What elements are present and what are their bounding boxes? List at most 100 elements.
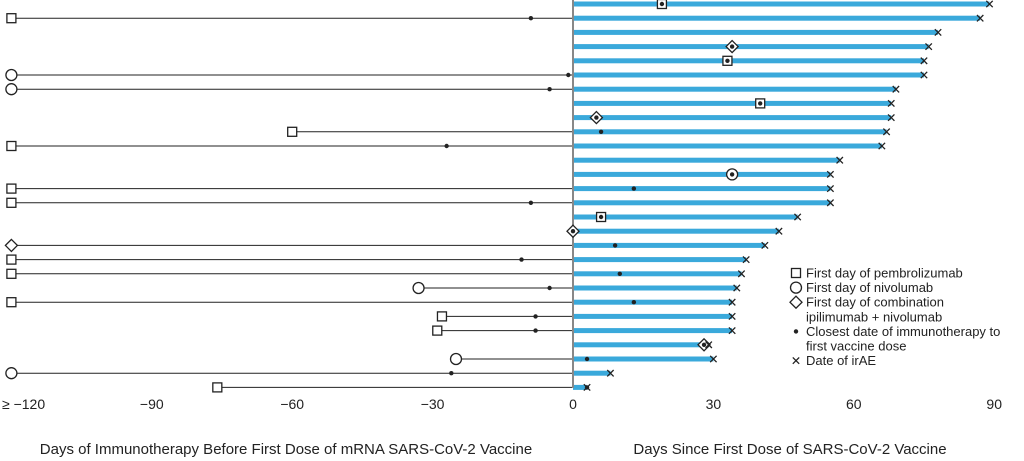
legend-label: First day of pembrolizumab (806, 266, 963, 281)
closest-dose-dot (617, 271, 622, 276)
irae-bar (573, 143, 882, 149)
start-marker-circle (5, 83, 18, 96)
start-marker-square (436, 311, 448, 322)
irae-x-marker-stroke-b (826, 184, 835, 193)
irae-x-marker (737, 270, 746, 278)
right-axis-label: Days Since First Dose of SARS-CoV-2 Vacc… (633, 441, 946, 458)
irae-x-marker (826, 184, 835, 193)
irae-bar (573, 384, 588, 390)
irae-x-marker-stroke-b (793, 213, 802, 221)
x-tick-label: −30 (421, 396, 445, 412)
irae-x-marker-stroke-b (920, 71, 928, 79)
closest-dose-dot (449, 371, 454, 376)
legend-marker-square (790, 267, 802, 279)
legend-marker-x-stroke-b (792, 356, 800, 365)
start-marker-square (6, 183, 17, 194)
patient-rows (11, 1, 990, 390)
irae-x-marker (728, 326, 736, 335)
irae-bar (573, 1, 990, 7)
irae-bar (573, 186, 831, 192)
start-marker-circle (412, 281, 425, 295)
x-tick-label: 60 (846, 396, 862, 412)
irae-x-marker-stroke-b (728, 326, 736, 335)
start-marker-square (6, 297, 17, 308)
start-marker-square (6, 268, 17, 279)
irae-x-marker (606, 369, 615, 377)
legend-label: First day of nivolumab (806, 280, 933, 295)
irae-x-marker-stroke-b (826, 199, 835, 207)
legend-label: ipilimumab + nivolumab (806, 309, 942, 324)
irae-x-marker (878, 142, 886, 150)
closest-dose-dot (519, 257, 524, 262)
irae-x-marker-stroke-b (705, 341, 713, 349)
closest-dose-dot (594, 115, 599, 120)
irae-x-marker (583, 383, 591, 392)
legend-label: First day of combination (806, 295, 944, 310)
irae-bar (573, 100, 892, 106)
irae-bar (573, 200, 831, 206)
irae-x-marker-stroke-b (728, 312, 736, 321)
irae-x-marker-stroke-b (606, 369, 615, 377)
irae-x-marker (925, 42, 933, 51)
irae-bar (573, 15, 981, 21)
irae-x-marker (920, 57, 928, 65)
irae-x-marker-stroke-b (709, 355, 718, 363)
irae-x-marker-stroke-b (737, 270, 746, 278)
irae-x-marker-stroke-b (892, 85, 900, 93)
legend-label: Date of irAE (806, 353, 876, 368)
patient-markers (4, 0, 994, 393)
irae-x-marker-stroke-b (887, 99, 895, 108)
irae-x-marker (976, 14, 984, 22)
irae-x-marker-stroke-b (925, 42, 933, 51)
irae-bar (573, 214, 798, 220)
closest-dose-dot (528, 16, 534, 21)
closest-dose-dot (533, 328, 538, 333)
irae-bar (573, 72, 924, 78)
closest-dose-dot (725, 58, 730, 63)
irae-x-marker-stroke-b (733, 284, 741, 292)
irae-x-marker-stroke-b (761, 241, 769, 250)
irae-bar (573, 299, 733, 305)
closest-dose-dot (547, 285, 552, 291)
irae-x-marker (705, 341, 713, 349)
legend-marker-x (792, 356, 800, 365)
start-marker-square (212, 382, 223, 393)
irae-bar (573, 356, 714, 362)
irae-x-marker (887, 99, 895, 108)
left-axis-label: Days of Immunotherapy Before First Dose … (40, 441, 532, 458)
irae-bar (573, 285, 737, 291)
irae-x-marker-stroke-b (775, 227, 783, 235)
start-marker-diamond (4, 238, 19, 253)
irae-x-marker-stroke-b (985, 0, 994, 8)
closest-dose-dot (659, 1, 665, 7)
irae-bar (573, 242, 765, 248)
x-tick-label: 0 (569, 396, 577, 412)
irae-x-marker-stroke-b (836, 156, 844, 164)
irae-bar (573, 58, 924, 64)
irae-x-marker (733, 284, 741, 292)
legend-marker-circle (789, 281, 803, 294)
irae-x-marker (728, 298, 736, 306)
irae-x-marker-stroke-b (826, 170, 835, 179)
closest-dose-dot (528, 200, 534, 205)
irae-bar (573, 129, 887, 135)
irae-x-marker (920, 71, 928, 79)
irae-x-marker-stroke-b (882, 128, 891, 136)
closest-dose-dot (631, 186, 637, 191)
start-marker-circle (5, 367, 18, 380)
closest-dose-dot (598, 214, 604, 220)
start-marker-square (6, 197, 17, 208)
irae-bar (573, 370, 611, 376)
irae-bar (573, 257, 747, 263)
closest-dose-dot (584, 356, 590, 362)
closest-dose-dot (547, 87, 552, 92)
irae-x-marker-stroke-b (920, 57, 928, 65)
start-marker-circle (449, 352, 463, 366)
irae-x-marker (826, 170, 835, 179)
irae-x-marker-stroke-b (728, 298, 736, 306)
closest-dose-dot (729, 172, 735, 177)
irae-bar (573, 313, 733, 319)
closest-dose-dot (444, 143, 449, 149)
x-axis-ticks: ≥ −120 −90 −60 −30 0 30 60 90 (2, 396, 1002, 412)
